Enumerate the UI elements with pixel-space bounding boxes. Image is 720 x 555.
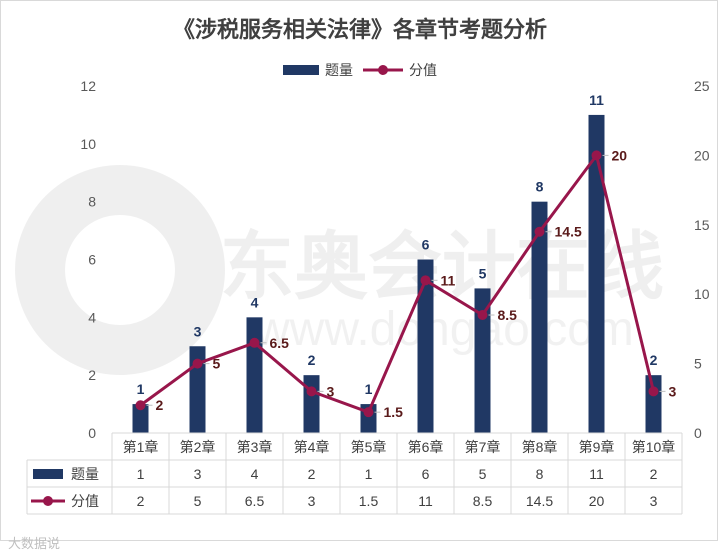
- table-line-swatch-dot: [43, 496, 53, 506]
- table-category: 第4章: [294, 439, 330, 455]
- line-point: [534, 226, 545, 237]
- legend-item-line: 分值: [363, 60, 437, 80]
- legend-bar-swatch: [283, 65, 319, 75]
- bar-label: 11: [589, 92, 604, 108]
- line-label: 14.5: [555, 224, 582, 240]
- table-cell-bars: 1: [137, 466, 145, 482]
- bar-label: 4: [251, 294, 259, 310]
- legend-label-bars: 题量: [325, 62, 353, 78]
- bar-label: 2: [308, 352, 316, 368]
- table-category: 第3章: [237, 439, 273, 455]
- table-row-header-line: 分值: [71, 493, 99, 509]
- table-cell-line: 1.5: [359, 493, 379, 509]
- table-category: 第6章: [408, 439, 444, 455]
- line-point: [363, 407, 374, 418]
- table-cell-bars: 1: [365, 466, 373, 482]
- table-cell-line: 5: [194, 493, 202, 509]
- line-point: [648, 386, 659, 397]
- table-cell-line: 11: [418, 493, 433, 509]
- table-category: 第10章: [632, 439, 676, 455]
- line-label: 20: [612, 147, 628, 163]
- bar-label: 1: [137, 381, 145, 397]
- table-cell-line: 3: [308, 493, 316, 509]
- legend-item-bars: 题量: [283, 60, 353, 80]
- left-axis-tick: 10: [80, 136, 96, 152]
- right-axis-tick: 20: [694, 147, 710, 163]
- bar-label: 5: [479, 265, 487, 281]
- line-label: 11: [441, 272, 456, 288]
- left-axis-tick: 0: [88, 425, 96, 441]
- table-category: 第7章: [465, 439, 501, 455]
- chart-frame: [0, 0, 718, 541]
- right-axis-tick: 0: [694, 425, 702, 441]
- left-axis-tick: 8: [88, 194, 96, 210]
- legend: 题量 分值: [0, 60, 720, 80]
- right-axis-tick: 10: [694, 286, 710, 302]
- line-point: [249, 337, 260, 348]
- line-label: 1.5: [384, 404, 404, 420]
- table-category: 第1章: [123, 439, 159, 455]
- line-label: 8.5: [498, 307, 518, 323]
- table-cell-bars: 3: [194, 466, 202, 482]
- source-label: 大数据说: [8, 536, 61, 551]
- line-label: 3: [669, 383, 677, 399]
- bar: [132, 404, 149, 433]
- table-cell-bars: 11: [589, 466, 604, 482]
- bar: [417, 259, 434, 433]
- table-cell-bars: 5: [479, 466, 487, 482]
- legend-line-swatch: [363, 65, 403, 75]
- table-bar-swatch: [33, 469, 63, 479]
- legend-label-line: 分值: [409, 62, 437, 78]
- table-category: 第9章: [579, 439, 615, 455]
- bar: [474, 288, 491, 433]
- table-cell-bars: 8: [536, 466, 544, 482]
- line-label: 6.5: [270, 335, 290, 351]
- right-axis-tick: 5: [694, 356, 702, 372]
- line-point: [420, 275, 431, 286]
- bar: [246, 317, 263, 433]
- table-cell-bars: 2: [650, 466, 658, 482]
- table-cell-bars: 6: [422, 466, 430, 482]
- line-point: [306, 386, 317, 397]
- table-cell-line: 6.5: [245, 493, 265, 509]
- bar-label: 1: [365, 381, 373, 397]
- table-cell-line: 3: [650, 493, 658, 509]
- line-label: 3: [327, 383, 335, 399]
- table-cell-line: 8.5: [473, 493, 493, 509]
- line-label: 2: [156, 397, 164, 413]
- bar-label: 8: [536, 179, 544, 195]
- bar-label: 3: [194, 323, 202, 339]
- table-category: 第5章: [351, 439, 387, 455]
- right-axis-tick: 15: [694, 217, 710, 233]
- bar: [531, 201, 548, 433]
- line-point: [135, 400, 146, 411]
- line-label: 5: [213, 356, 221, 372]
- table-cell-bars: 4: [251, 466, 259, 482]
- table-cell-line: 2: [137, 493, 145, 509]
- bar: [645, 375, 662, 433]
- left-axis-tick: 2: [88, 367, 96, 383]
- table-row-header-bars: 题量: [71, 466, 99, 482]
- table-cell-line: 20: [589, 493, 605, 509]
- bar-label: 6: [422, 237, 430, 253]
- left-axis-tick: 6: [88, 252, 96, 268]
- bar-label: 2: [650, 352, 658, 368]
- line-point: [192, 358, 203, 369]
- table-cell-bars: 2: [308, 466, 316, 482]
- table-category: 第2章: [180, 439, 216, 455]
- bar: [303, 375, 320, 433]
- table-category: 第8章: [522, 439, 558, 455]
- right-axis-tick: 25: [694, 78, 710, 94]
- line-series: [139, 151, 655, 415]
- line-point: [591, 150, 602, 161]
- bar: [588, 114, 605, 434]
- chart-title: 《涉税服务相关法律》各章节考题分析: [172, 17, 547, 42]
- left-axis-tick: 12: [80, 78, 96, 94]
- table-cell-line: 14.5: [526, 493, 553, 509]
- line-point: [477, 310, 488, 321]
- left-axis-tick: 4: [88, 309, 96, 325]
